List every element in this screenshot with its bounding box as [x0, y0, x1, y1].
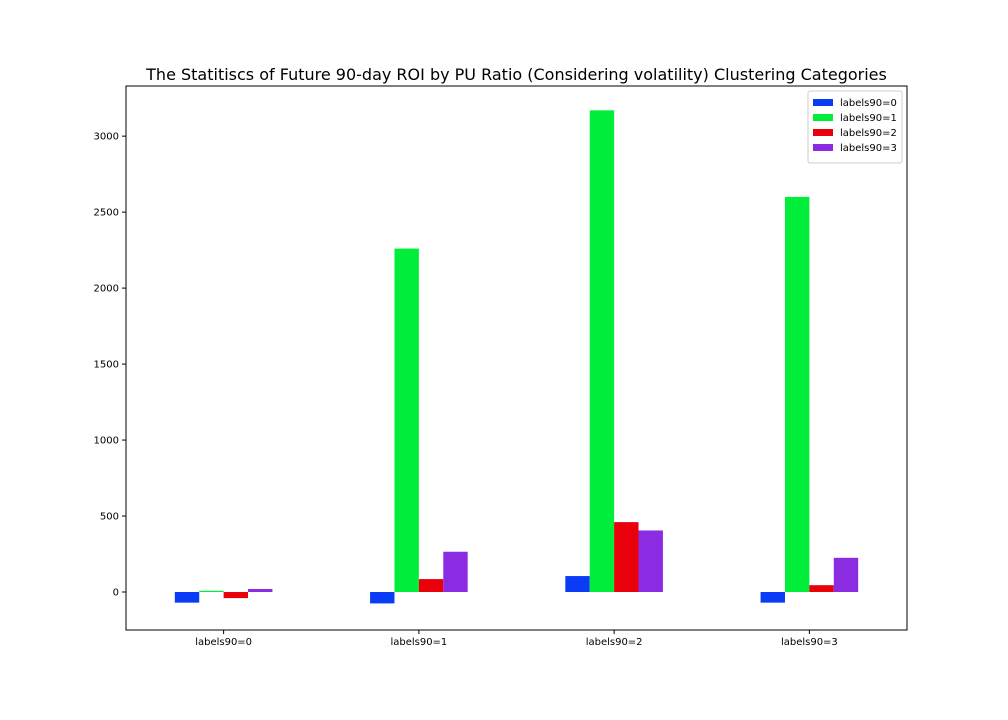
bar-labels90=2-labels90=2 — [614, 522, 639, 593]
bar-labels90=0-labels90=2 — [565, 576, 590, 593]
bar-labels90=3-labels90=1 — [443, 551, 468, 593]
x-tick-label: labels90=1 — [390, 637, 447, 648]
legend-swatch — [813, 114, 833, 121]
bar-labels90=1-labels90=2 — [589, 110, 615, 593]
legend-label: labels90=0 — [840, 98, 897, 109]
x-axis: labels90=0 labels90=1 labels90=2 labels90=3 — [195, 630, 838, 648]
bar-labels90=2-labels90=3 — [809, 585, 834, 593]
bar-labels90=3-labels90=0 — [248, 588, 273, 593]
bar-labels90=0-labels90=0 — [174, 592, 200, 603]
bar-labels90=0-labels90=3 — [760, 592, 785, 603]
plot-frame — [125, 85, 908, 631]
y-tick-label: 1000 — [94, 436, 119, 447]
y-tick-label: 0 — [113, 588, 119, 599]
legend-swatch — [813, 99, 833, 106]
y-tick-label: 2000 — [94, 284, 119, 295]
bar-labels90=1-labels90=3 — [784, 196, 810, 593]
bar-labels90=1-labels90=0 — [199, 590, 224, 593]
bars-group — [174, 110, 859, 604]
bar-labels90=1-labels90=1 — [394, 248, 419, 593]
y-tick-label: 500 — [100, 512, 119, 523]
chart-title: The Statitiscs of Future 90-day ROI by P… — [145, 65, 887, 84]
bar-labels90=0-labels90=1 — [370, 592, 395, 604]
y-tick-label: 3000 — [94, 132, 119, 143]
y-tick-label: 2500 — [94, 208, 119, 219]
legend-swatch — [813, 129, 833, 136]
bar-labels90=2-labels90=0 — [223, 592, 249, 599]
x-tick-label: labels90=3 — [781, 637, 838, 648]
legend-label: labels90=1 — [840, 113, 897, 124]
x-tick-label: labels90=2 — [586, 637, 643, 648]
x-tick-label: labels90=0 — [195, 637, 252, 648]
legend-label: labels90=2 — [840, 128, 897, 139]
bar-labels90=3-labels90=2 — [638, 530, 663, 593]
bar-labels90=2-labels90=1 — [418, 579, 444, 593]
bar-labels90=3-labels90=3 — [833, 557, 859, 593]
legend-swatch — [813, 144, 833, 151]
legend: labels90=0 labels90=1 labels90=2 labels90=3 — [807, 90, 903, 164]
y-axis: 0 500 1000 1500 2000 2500 3000 — [94, 132, 126, 599]
y-tick-label: 1500 — [94, 360, 119, 371]
legend-label: labels90=3 — [840, 143, 897, 154]
